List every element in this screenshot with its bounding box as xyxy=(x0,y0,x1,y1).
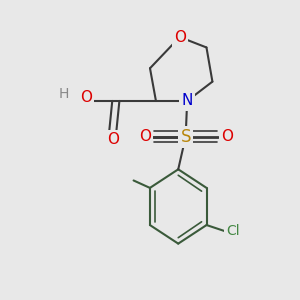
Text: H: H xyxy=(58,86,69,100)
Text: N: N xyxy=(182,94,193,109)
Text: O: O xyxy=(139,129,151,144)
Text: O: O xyxy=(80,91,92,106)
Text: S: S xyxy=(180,128,191,146)
Text: O: O xyxy=(174,30,186,45)
Text: O: O xyxy=(221,129,233,144)
Text: O: O xyxy=(107,132,119,147)
Text: Cl: Cl xyxy=(226,224,240,238)
